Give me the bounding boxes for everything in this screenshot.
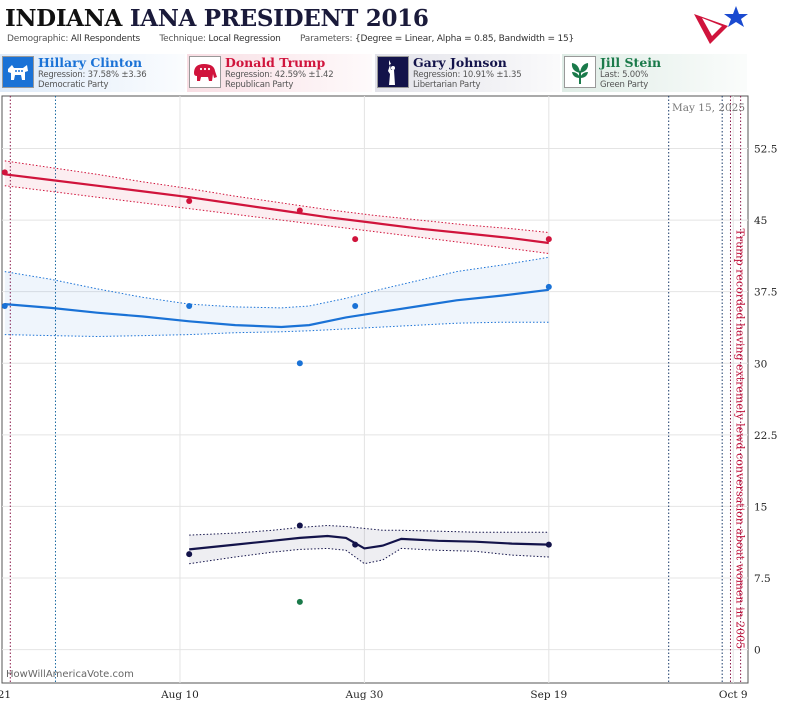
x-tick-label: Sep 19 (530, 689, 567, 701)
elephant-icon (189, 56, 221, 88)
candidate-trump[interactable]: Donald Trump Regression: 42.59% ±1.42 Re… (187, 54, 372, 92)
candidate-party: Democratic Party (38, 80, 109, 90)
donkey-icon (2, 56, 34, 88)
technique-value: Local Regression (208, 34, 281, 44)
candidate-regression: Regression: 42.59% ±1.42 (225, 70, 334, 80)
lower-bound-line (4, 321, 549, 338)
poll-point (545, 236, 552, 243)
demographic-label: Demographic: (7, 34, 69, 44)
poll-point (296, 598, 303, 605)
candidate-legend: Hillary Clinton Regression: 37.58% ±3.36… (0, 54, 749, 92)
poll-point (352, 302, 359, 309)
upper-bound-line (189, 524, 549, 536)
poll-point (186, 302, 193, 309)
plot-frame (1, 95, 749, 684)
y-tick-label: 7.5 (754, 573, 771, 585)
poll-point (1, 302, 8, 309)
confidence-band (4, 160, 549, 254)
upper-bound-line (4, 160, 549, 233)
candidate-party: Republican Party (225, 80, 294, 90)
candidate-regression: Regression: 10.91% ±1.35 (413, 70, 522, 80)
site-logo-icon[interactable] (688, 4, 752, 50)
y-tick-label: 52.5 (754, 143, 777, 155)
technique-label: Technique: (159, 34, 206, 44)
candidate-party: Green Party (600, 80, 649, 90)
candidate-name: Jill Stein (600, 55, 662, 70)
poll-point (545, 283, 552, 290)
candidate-name: Donald Trump (225, 55, 326, 70)
poll-point (186, 551, 193, 558)
poll-point (186, 197, 193, 204)
upper-bound-line (4, 256, 549, 309)
confidence-band (189, 525, 549, 564)
poll-point (296, 360, 303, 367)
poll-point (545, 541, 552, 548)
event-annotation: Trump recorded having extremely lewd con… (733, 229, 746, 650)
title-rest: IANA PRESIDENT 2016 (129, 5, 429, 32)
poll-point (352, 236, 359, 243)
y-tick-label: 30 (754, 358, 767, 370)
leaf-icon (564, 56, 596, 88)
y-tick-label: 0 (754, 645, 761, 657)
demographic-value: All Respondents (70, 34, 141, 44)
liberty-torch-icon (377, 56, 409, 88)
candidate-regression: Regression: 37.58% ±3.36 (38, 70, 147, 80)
y-tick-label: 22.5 (754, 430, 777, 442)
y-tick-label: 37.5 (754, 287, 777, 299)
y-tick-label: 45 (754, 215, 767, 227)
x-tick-label: Oct 9 (719, 689, 748, 701)
parameters-value: {Degree = Linear, Alpha = 0.85, Bandwidt… (355, 34, 575, 44)
trend-line (4, 173, 549, 245)
parameters-label: Parameters: (299, 34, 353, 44)
candidate-clinton[interactable]: Hillary Clinton Regression: 37.58% ±3.36… (0, 54, 185, 92)
candidate-stein[interactable]: Jill Stein Last: 5.00% Green Party (562, 54, 747, 92)
watermark[interactable]: HowWillAmericaVote.com (6, 669, 134, 680)
x-tick-label: Aug 10 (160, 689, 199, 701)
poll-point (1, 169, 8, 176)
poll-point (296, 522, 303, 529)
trend-line (189, 534, 549, 551)
candidate-name: Gary Johnson (413, 55, 507, 70)
candidate-party: Libertarian Party (413, 80, 481, 90)
x-tick-label: Aug 30 (345, 689, 384, 701)
candidate-name: Hillary Clinton (38, 55, 143, 70)
chart-header: INDIANA IANA PRESIDENT 2016 Demographic:… (0, 0, 789, 52)
candidate-johnson[interactable]: Gary Johnson Regression: 10.91% ±1.35 Li… (375, 54, 560, 92)
title-state: INDIANA (5, 5, 123, 32)
poll-point (352, 541, 359, 548)
lower-bound-line (189, 547, 549, 565)
parameters-line: Demographic: All Respondents Technique: … (7, 34, 574, 44)
trend-line (4, 288, 549, 329)
candidate-regression: Last: 5.00% (600, 70, 649, 80)
x-tick-label: Jul 21 (0, 689, 11, 701)
poll-point (296, 207, 303, 214)
y-tick-label: 15 (754, 501, 767, 513)
date-stamp: May 15, 2025 (672, 102, 746, 114)
page-title: INDIANA IANA PRESIDENT 2016 (5, 3, 429, 35)
